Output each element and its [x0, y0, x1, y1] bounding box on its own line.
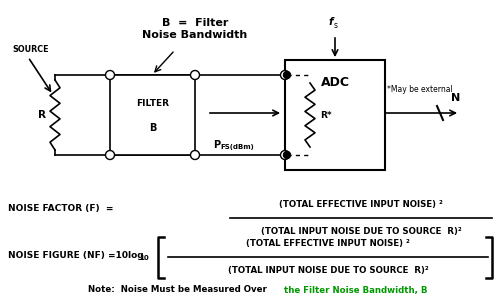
Text: R*: R* [320, 111, 332, 120]
Text: (TOTAL EFFECTIVE INPUT NOISE) ²: (TOTAL EFFECTIVE INPUT NOISE) ² [279, 200, 443, 209]
Text: SOURCE: SOURCE [12, 45, 49, 54]
Text: s: s [334, 21, 338, 30]
Text: the Filter Noise Bandwidth, B: the Filter Noise Bandwidth, B [284, 286, 428, 295]
Circle shape [284, 152, 290, 158]
Text: (TOTAL INPUT NOISE DUE TO SOURCE  R)²: (TOTAL INPUT NOISE DUE TO SOURCE R)² [260, 227, 462, 236]
Circle shape [280, 71, 289, 80]
Text: FILTER: FILTER [136, 98, 169, 108]
Text: FS(dBm): FS(dBm) [220, 144, 254, 150]
Bar [110, 75, 195, 155]
Text: 10: 10 [139, 255, 149, 261]
Text: f: f [328, 17, 332, 27]
Text: (TOTAL INPUT NOISE DUE TO SOURCE  R)²: (TOTAL INPUT NOISE DUE TO SOURCE R)² [228, 266, 428, 275]
Text: *May be external: *May be external [387, 85, 453, 94]
Text: B: B [149, 123, 156, 133]
Circle shape [284, 71, 290, 79]
Text: NOISE FIGURE (NF) =10log: NOISE FIGURE (NF) =10log [8, 251, 143, 260]
Text: (TOTAL EFFECTIVE INPUT NOISE) ²: (TOTAL EFFECTIVE INPUT NOISE) ² [246, 239, 410, 248]
Text: P: P [213, 140, 220, 150]
Circle shape [190, 150, 200, 159]
Text: ADC: ADC [320, 76, 350, 89]
Text: NOISE FACTOR (F)  =: NOISE FACTOR (F) = [8, 205, 114, 213]
Bar [285, 60, 385, 170]
Circle shape [106, 71, 114, 80]
Circle shape [280, 150, 289, 159]
Text: N: N [452, 93, 460, 103]
Text: R: R [38, 110, 46, 120]
Circle shape [106, 150, 114, 159]
Circle shape [190, 71, 200, 80]
Text: B  =  Filter
Noise Bandwidth: B = Filter Noise Bandwidth [142, 18, 248, 40]
Text: Note:  Noise Must be Measured Over: Note: Noise Must be Measured Over [88, 286, 270, 295]
